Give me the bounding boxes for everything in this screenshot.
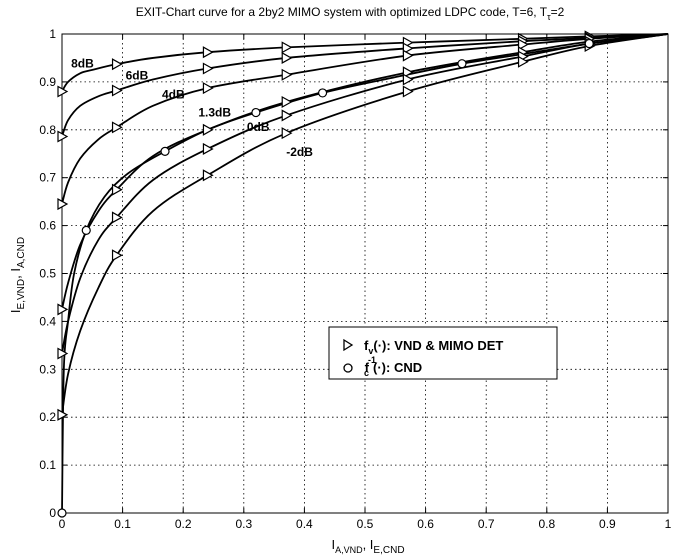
circle-marker: [251, 107, 261, 118]
y-axis-label: IE,VND, IA,CND: [8, 237, 27, 313]
y-axis-label-sep: , I: [8, 268, 23, 279]
curve-label: -2dB: [286, 145, 313, 159]
legend-cnd-text: (·): CND: [373, 360, 422, 375]
triangle-marker: [57, 347, 69, 360]
circle-marker: [57, 508, 67, 518]
triangle-marker: [402, 73, 414, 86]
x-tick-label: 0.2: [175, 517, 192, 531]
triangle-marker: [57, 303, 69, 316]
axis-ticks: 0 0.1 0.2 0.3 0.4 0.5 0.6 0.7 0.8 0.9 1 0 0.1 0.2 0.3 0…: [39, 27, 671, 531]
series-markers: [57, 30, 596, 518]
curve-label: 1.3dB: [198, 105, 231, 119]
x-tick-label: 1: [665, 517, 672, 531]
circle-marker: [160, 146, 170, 156]
x-tick-label: 0.4: [296, 517, 313, 531]
legend-cnd-sub: c: [364, 368, 369, 378]
triangle-marker: [281, 68, 293, 81]
legend-box: [328, 326, 558, 380]
triangle-marker: [111, 121, 123, 134]
curve-labels: 8dB 6dB 4dB 1.3dB 0dB -2dB: [71, 57, 313, 160]
triangle-marker: [281, 127, 293, 140]
legend-circle-marker: [343, 363, 353, 373]
y-axis-label-sub2: A,CND: [16, 237, 27, 268]
chart-title: EXIT-Chart curve for a 2by2 MIMO system …: [136, 5, 565, 22]
circle-marker: [81, 225, 91, 235]
x-tick-label: 0.8: [538, 517, 555, 531]
y-tick-label: 0.1: [39, 458, 56, 472]
triangle-marker: [281, 41, 293, 54]
title-tail: =2: [551, 5, 565, 19]
triangle-marker: [202, 169, 214, 182]
x-tick-label: 0: [59, 517, 66, 531]
x-tick-label: 0.9: [599, 517, 616, 531]
y-tick-label: 0.2: [39, 410, 56, 424]
triangle-marker: [202, 62, 214, 75]
triangle-marker: [517, 55, 529, 68]
triangle-marker: [111, 211, 123, 224]
y-tick-label: 0.4: [39, 314, 56, 328]
curve-label: 4dB: [162, 88, 185, 102]
triangle-marker: [57, 408, 69, 421]
x-axis-label-sep: , I: [363, 537, 374, 552]
grid-lines: [62, 34, 668, 513]
triangle-marker: [202, 123, 214, 136]
triangle-marker: [111, 58, 123, 71]
x-axis-label: IA,VND, IE,CND: [331, 537, 404, 556]
triangle-marker: [57, 85, 69, 98]
x-tick-label: 0.3: [235, 517, 252, 531]
triangle-marker: [202, 82, 214, 95]
y-tick-label: 0.7: [39, 171, 56, 185]
x-axis-label-sub2: E,CND: [373, 545, 404, 556]
legend-cnd-sup: -1: [368, 355, 376, 365]
title-subscript: τ: [547, 12, 551, 22]
y-tick-label: 1: [49, 27, 56, 41]
y-tick-label: 0.5: [39, 267, 56, 281]
triangle-marker: [281, 109, 293, 122]
legend-vnd-text: (·): VND & MIMO DET: [373, 338, 503, 353]
triangle-marker: [111, 183, 123, 196]
circle-marker: [584, 38, 594, 49]
triangle-marker: [111, 84, 123, 97]
curve-label: 6dB: [126, 69, 149, 83]
legend-triangle-marker: [343, 338, 354, 352]
circle-marker: [457, 59, 467, 69]
legend-entry-cnd: f-1 c (·): CND: [364, 355, 422, 378]
triangle-marker: [202, 46, 214, 59]
y-tick-label: 0: [49, 506, 56, 520]
x-axis-label-sub1: A,VND: [335, 545, 363, 555]
y-tick-label: 0.6: [39, 219, 56, 233]
triangle-marker: [281, 95, 293, 109]
circle-marker: [317, 88, 328, 98]
curve-label: 8dB: [71, 57, 94, 71]
y-tick-label: 0.3: [39, 362, 56, 376]
legend-entry-vnd: fv(·): VND & MIMO DET: [364, 338, 503, 356]
curve-label: 0dB: [247, 120, 270, 134]
legend-vnd-sub: v: [368, 346, 373, 356]
x-tick-label: 0.1: [114, 517, 131, 531]
triangle-marker: [402, 42, 414, 55]
x-tick-label: 0.5: [357, 517, 374, 531]
triangle-marker: [57, 198, 69, 211]
triangle-marker: [517, 38, 529, 51]
triangle-marker: [57, 130, 69, 143]
y-axis-label-sub1: E,VND: [16, 279, 27, 310]
x-tick-label: 0.7: [478, 517, 495, 531]
triangle-marker: [402, 49, 414, 62]
triangle-marker: [402, 85, 414, 98]
triangle-marker: [111, 249, 123, 262]
triangle-marker: [402, 66, 414, 79]
legend: fv(·): VND & MIMO DET f-1 c (·): CND: [328, 326, 558, 380]
triangle-marker: [202, 142, 214, 155]
y-tick-label: 0.8: [39, 123, 56, 137]
x-tick-label: 0.6: [417, 517, 434, 531]
triangle-marker: [281, 51, 293, 64]
y-tick-label: 0.9: [39, 75, 56, 89]
